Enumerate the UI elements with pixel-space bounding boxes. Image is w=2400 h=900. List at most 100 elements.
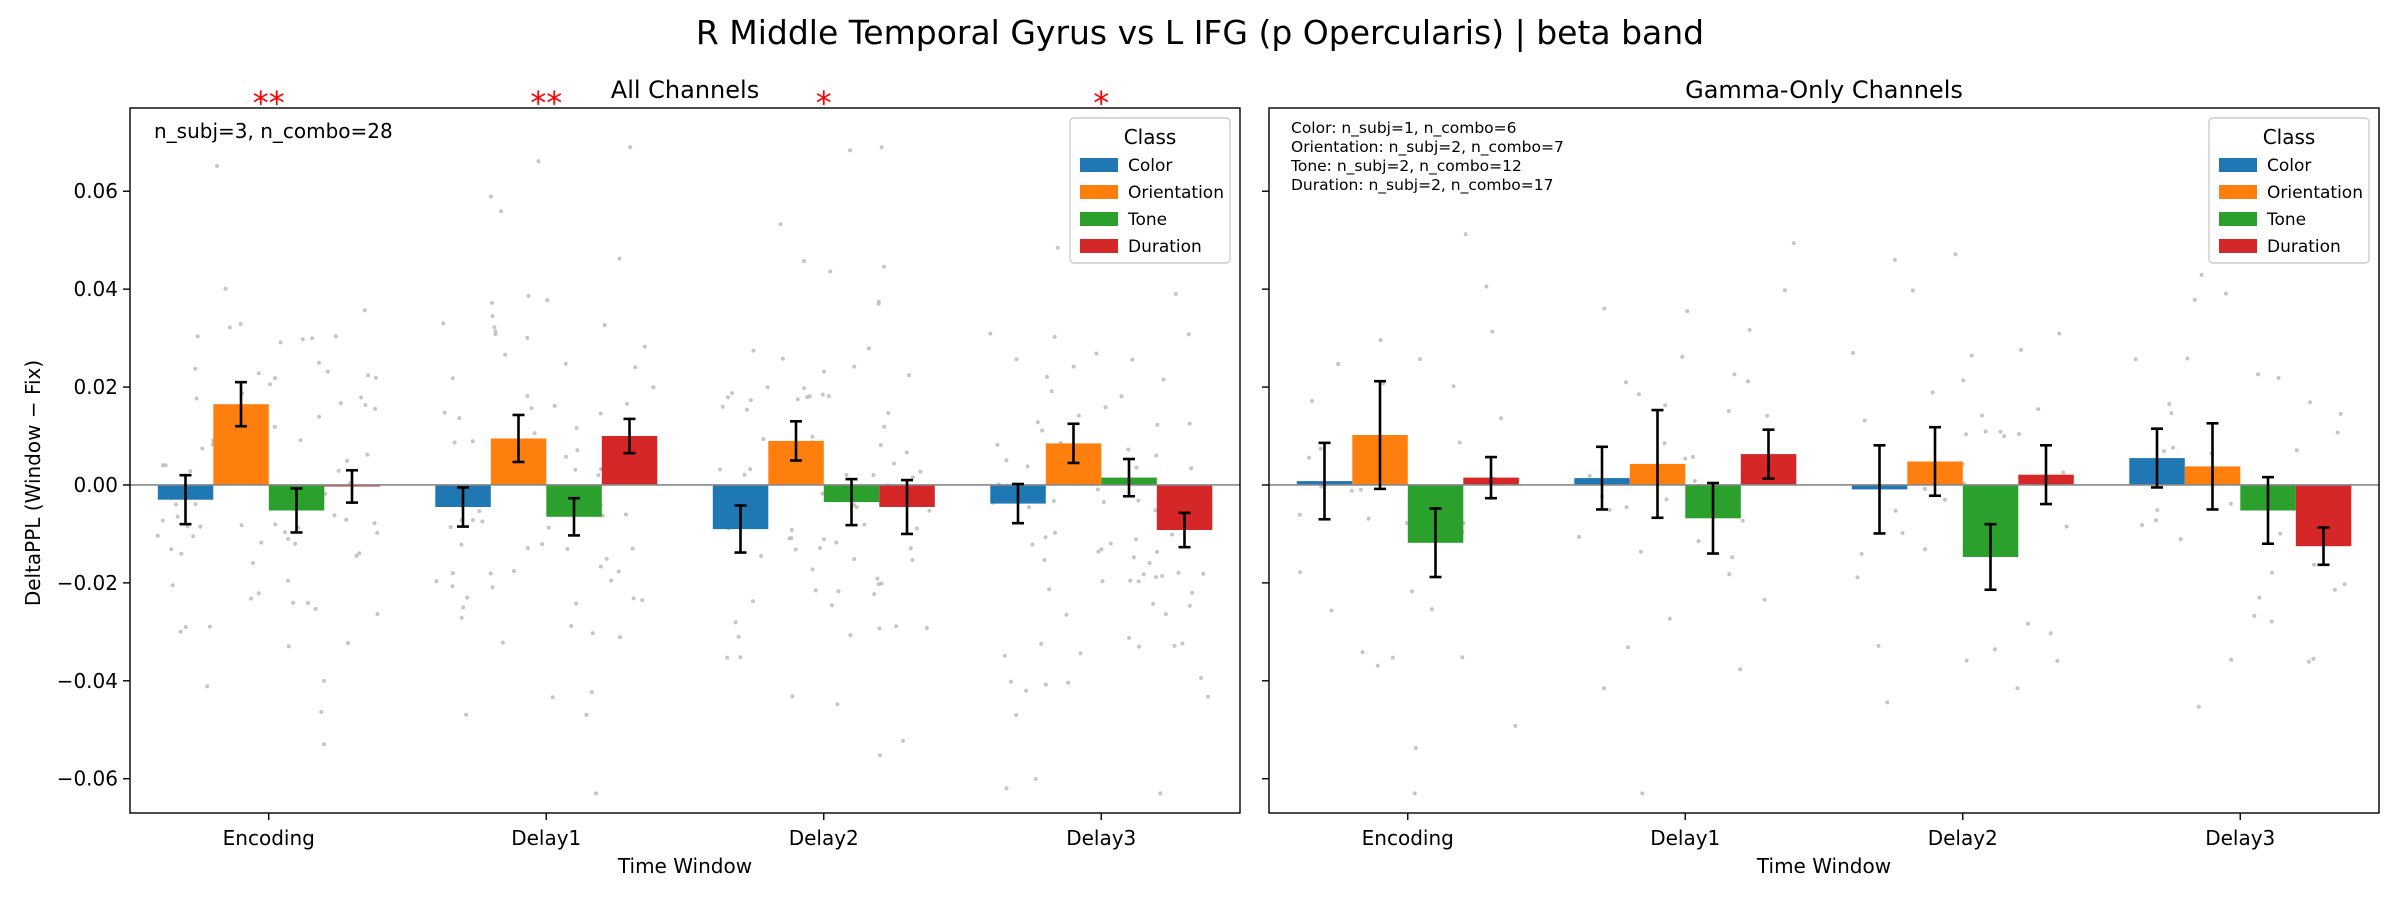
data-point	[1490, 329, 1495, 334]
data-point	[442, 410, 447, 415]
legend-label-orientation: Orientation	[2267, 183, 2363, 203]
data-point	[452, 440, 457, 445]
data-point	[877, 626, 882, 631]
data-point	[170, 583, 175, 588]
data-point	[459, 542, 464, 547]
data-point	[875, 576, 880, 581]
data-point	[525, 394, 530, 398]
data-point	[2229, 657, 2234, 662]
legend: Class Color Orientation Tone Duration	[2208, 117, 2370, 264]
data-point	[725, 655, 730, 660]
error-bar	[901, 478, 913, 536]
data-point	[1076, 413, 1081, 418]
data-point	[2169, 411, 2174, 416]
data-point	[194, 396, 199, 401]
data-point	[490, 300, 494, 305]
data-point	[907, 373, 911, 378]
data-point	[813, 588, 818, 593]
y-axis-label: DeltaPPL (Window − Fix)	[21, 360, 45, 606]
data-point	[574, 601, 579, 606]
data-point	[834, 540, 839, 545]
data-point	[155, 533, 160, 538]
data-point	[2019, 347, 2023, 352]
data-point	[886, 411, 891, 415]
data-point	[1154, 575, 1159, 580]
x-axis-label: Time Window	[1756, 854, 1891, 878]
panel-annotation: Tone: n_subj=2, n_combo=12	[1290, 157, 1522, 176]
data-point	[1136, 498, 1141, 503]
data-point	[1463, 232, 1468, 237]
data-point	[1359, 487, 1363, 492]
data-point	[910, 558, 915, 562]
data-point	[457, 416, 462, 421]
data-point	[1667, 616, 1672, 621]
data-point	[1033, 777, 1038, 781]
error-bar	[1762, 428, 1775, 480]
data-point	[321, 742, 326, 747]
data-point	[2140, 523, 2144, 527]
data-point	[273, 522, 278, 527]
data-point	[200, 446, 205, 451]
data-point	[251, 561, 256, 565]
data-point	[2048, 631, 2053, 636]
data-point	[1043, 682, 1048, 687]
data-point	[1587, 473, 1592, 478]
data-point	[1375, 663, 1380, 668]
x-tick-label: Delay2	[789, 826, 859, 850]
data-point	[1147, 561, 1152, 565]
data-point	[273, 376, 277, 381]
data-point	[1002, 653, 1007, 658]
data-point	[618, 635, 623, 640]
data-point	[183, 625, 188, 629]
error-bar	[1485, 455, 1497, 500]
data-point	[450, 584, 455, 589]
data-point	[1126, 447, 1131, 452]
data-point	[223, 286, 228, 291]
data-point	[163, 463, 168, 468]
data-point	[1457, 440, 1462, 445]
data-point	[550, 695, 555, 700]
data-point	[633, 365, 638, 370]
data-point	[866, 346, 871, 351]
data-point	[300, 337, 305, 342]
data-point	[1726, 409, 1731, 413]
data-point	[1154, 453, 1159, 458]
data-point	[1128, 578, 1133, 583]
data-point	[536, 159, 541, 164]
data-point	[854, 505, 859, 510]
data-point	[1638, 549, 1643, 554]
data-point	[1170, 532, 1175, 537]
data-point	[988, 331, 993, 336]
data-point	[1180, 641, 1185, 646]
data-point	[450, 376, 455, 381]
data-point	[1136, 579, 1141, 584]
data-point	[575, 448, 580, 453]
axes-frame	[1268, 107, 2380, 814]
data-point	[1160, 574, 1165, 578]
data-point	[1969, 353, 1974, 358]
data-point	[1602, 306, 1607, 311]
data-point	[362, 308, 367, 313]
data-point	[464, 712, 469, 717]
data-point	[1297, 512, 1302, 517]
legend-label-tone: Tone	[1127, 210, 1167, 230]
data-point	[375, 530, 380, 535]
data-point	[1983, 429, 1988, 434]
data-point	[160, 518, 165, 523]
data-point	[2342, 582, 2347, 587]
data-point	[1094, 351, 1099, 356]
data-point	[882, 264, 886, 269]
data-point	[1096, 549, 1101, 554]
data-point	[2036, 407, 2041, 412]
data-point	[1624, 505, 1629, 510]
legend-box	[1069, 117, 1231, 264]
data-point	[751, 348, 756, 353]
legend-label-orientation: Orientation	[1128, 183, 1224, 203]
data-point	[1900, 531, 1905, 536]
data-point	[532, 431, 537, 436]
data-point	[630, 546, 635, 551]
data-point	[1298, 570, 1303, 575]
data-point	[1008, 679, 1013, 684]
error-bar	[1873, 444, 1886, 535]
data-point	[1366, 516, 1371, 521]
